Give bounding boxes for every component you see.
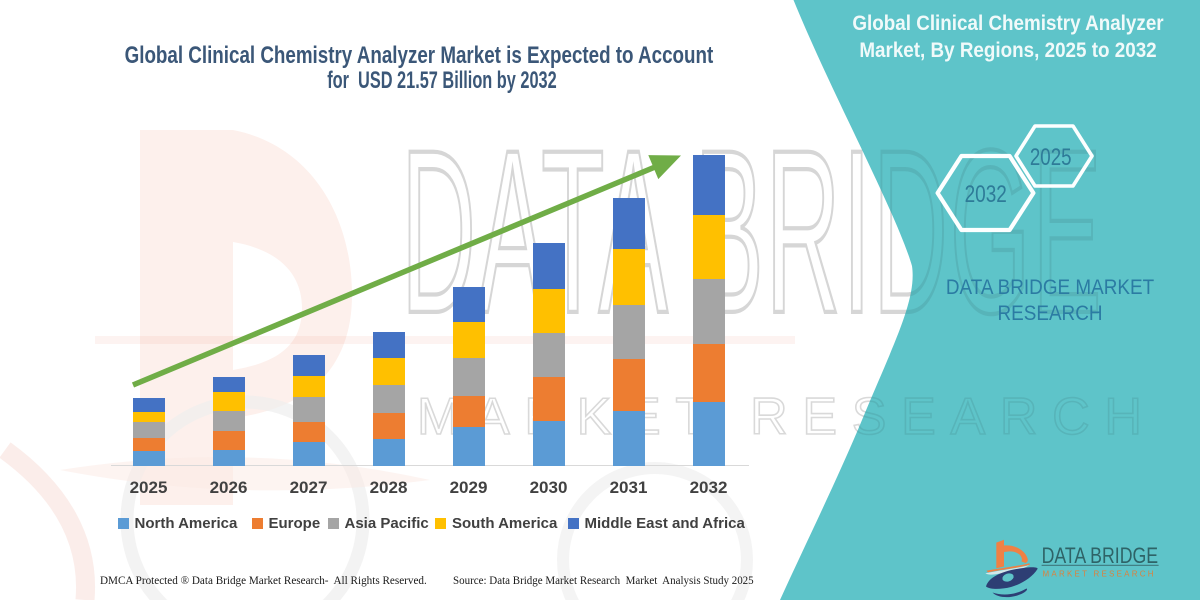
svg-text:MARKET RESEARCH: MARKET RESEARCH: [1043, 570, 1158, 579]
svg-text:DATA BRIDGE: DATA BRIDGE: [1042, 543, 1159, 568]
